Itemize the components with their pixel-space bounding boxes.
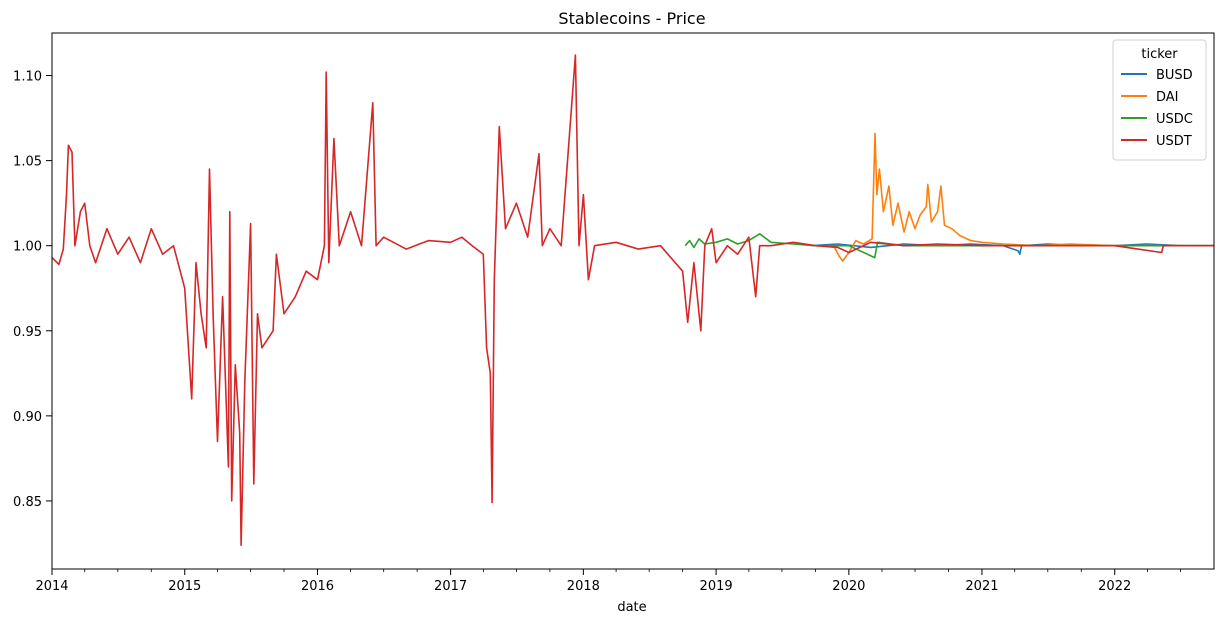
y-tick-label: 0.90	[13, 410, 42, 425]
y-tick-label: 1.05	[13, 155, 42, 170]
legend-box	[1112, 39, 1207, 161]
x-tick-label: 2017	[434, 579, 467, 594]
y-axis: 0.85 0.90 0.95 1.00 1.05 1.10	[13, 70, 52, 510]
x-tick-label: 2018	[567, 579, 600, 594]
x-axis: 2014 2015 2016 2017 2018 2019 2020 2021 2022	[35, 569, 1181, 594]
x-tick-label: 2019	[700, 579, 733, 594]
legend-label-dai: DAI	[1156, 90, 1179, 105]
legend-label-usdt: USDT	[1156, 134, 1192, 149]
series-line-usdt	[51, 54, 1214, 547]
legend-label-busd: BUSD	[1156, 68, 1193, 83]
x-axis-label: date	[617, 600, 646, 615]
y-tick-label: 0.95	[13, 325, 42, 340]
chart-title: Stablecoins - Price	[558, 9, 705, 28]
x-tick-label: 2016	[301, 579, 334, 594]
x-tick-label: 2020	[832, 579, 865, 594]
series-line-busd	[811, 243, 1214, 255]
plot-frame	[51, 32, 1215, 570]
legend-label-usdc: USDC	[1156, 112, 1193, 127]
legend-title: ticker	[1141, 47, 1178, 62]
legend: ticker BUSD DAI USDC USDT	[1112, 39, 1207, 161]
y-tick-label: 1.00	[13, 240, 42, 255]
y-tick-label: 1.10	[13, 70, 42, 85]
x-tick-label: 2015	[168, 579, 201, 594]
x-tick-label: 2022	[1098, 579, 1131, 594]
plot-lines	[51, 54, 1214, 547]
series-line-dai	[832, 132, 1214, 262]
x-tick-label: 2021	[965, 579, 998, 594]
y-tick-label: 0.85	[13, 495, 42, 510]
x-tick-label: 2014	[35, 579, 68, 594]
